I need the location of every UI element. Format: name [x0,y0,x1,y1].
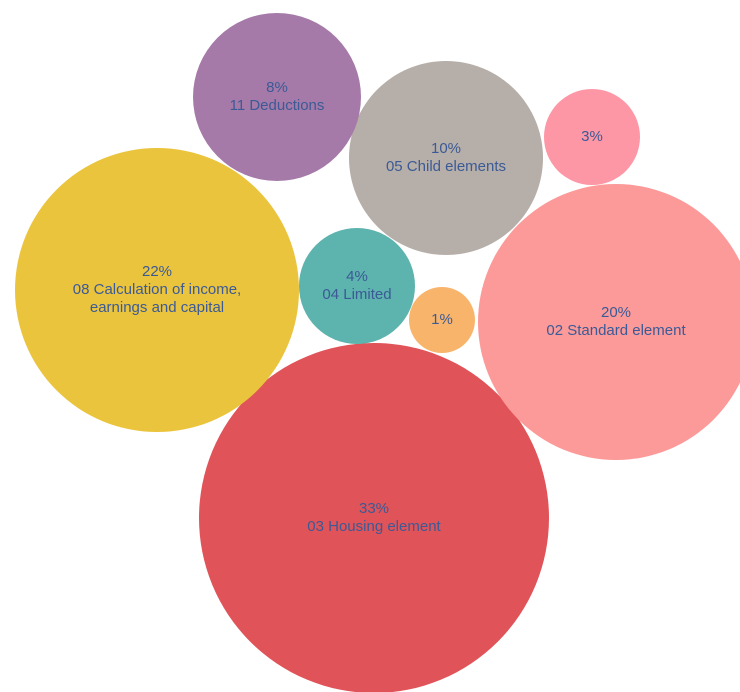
bubble-11-deductions [193,13,361,181]
bubble-percent-label: 3% [581,128,603,145]
bubble-category-line: 04 Limited [322,286,391,303]
bubble-category-label: 02 Standard element [546,322,686,339]
bubble-category-line: 02 Standard element [546,322,686,339]
bubble-category-line: earnings and capital [90,299,224,316]
bubble-category-line: 03 Housing element [307,518,441,535]
bubble-category-line: 05 Child elements [386,158,506,175]
bubble-percent-label: 10% [431,140,461,157]
bubble-category-label: 03 Housing element [307,518,441,535]
bubble-percent-label: 8% [266,79,288,96]
bubble-percent-label: 4% [346,268,368,285]
bubbles-group: 33%03 Housing element 22%08 Calculation o… [15,13,740,692]
bubble-3 [544,89,640,185]
bubble-percent-label: 20% [601,304,631,321]
bubble-percent-label: 33% [359,500,389,517]
bubble-04-limited [299,228,415,344]
bubble-category-label: 04 Limited [322,286,391,303]
bubble-category-line: 08 Calculation of income, [73,281,241,298]
bubble-category-label: 11 Deductions [230,97,325,114]
bubble-percent-label: 1% [431,311,453,328]
bubble-03-housing-element [199,343,549,692]
bubble-percent-label: 22% [142,263,172,280]
bubble-02-standard-element [478,184,740,460]
bubble-08-calculation-of-income-earnings-and-capital [15,148,299,432]
bubble-1 [409,287,475,353]
bubble-category-line: 11 Deductions [230,97,325,114]
bubble-05-child-elements [349,61,543,255]
bubble-category-label: 08 Calculation of income, earnings and ca… [73,281,241,316]
bubble-category-label: 05 Child elements [386,158,506,175]
